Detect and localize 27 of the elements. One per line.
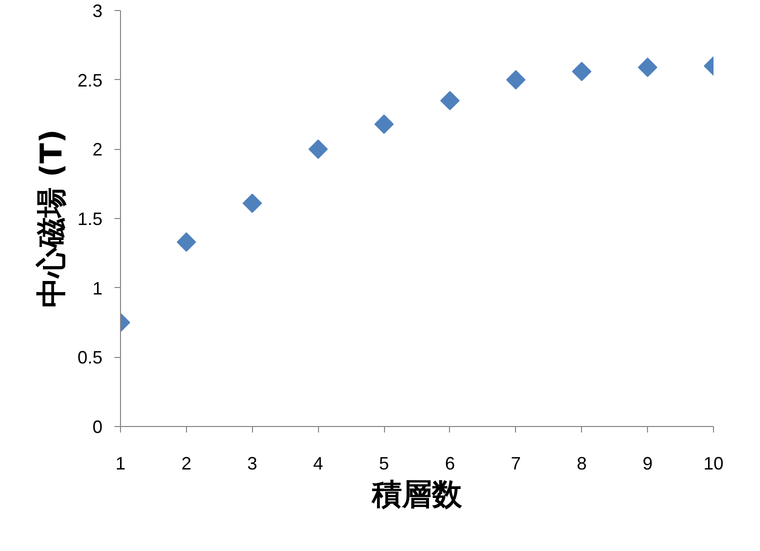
point <box>572 62 592 82</box>
x-tick-label: 1 <box>115 454 126 474</box>
y-tick-label: 1 <box>92 278 103 298</box>
x-tick-label: 4 <box>313 454 324 474</box>
x-tick-label: 10 <box>703 454 724 474</box>
y-tick-label: 0.5 <box>77 348 103 368</box>
point <box>242 194 262 213</box>
point <box>440 90 460 110</box>
point <box>506 70 526 90</box>
point <box>638 58 658 78</box>
point <box>176 232 196 252</box>
x-tick-label: 2 <box>181 454 192 474</box>
y-tick-label: 0 <box>92 417 103 437</box>
y-tick-label: 2 <box>92 140 103 160</box>
point <box>374 114 394 134</box>
point <box>308 139 328 159</box>
x-tick-label: 5 <box>379 454 390 474</box>
y-tick-label: 2.5 <box>77 70 103 90</box>
x-tick-label: 3 <box>247 454 258 474</box>
y-tick-label: 1.5 <box>77 209 103 229</box>
y-tick-label: 3 <box>92 1 103 21</box>
x-tick-label: 8 <box>576 454 587 474</box>
x-tick-label: 9 <box>642 454 653 474</box>
x-tick-label: 6 <box>444 454 455 474</box>
x-axis-title: 積層数 <box>371 478 463 512</box>
x-tick-label: 7 <box>510 454 521 474</box>
y-axis-title: 中心磁場 (T) <box>34 129 70 308</box>
